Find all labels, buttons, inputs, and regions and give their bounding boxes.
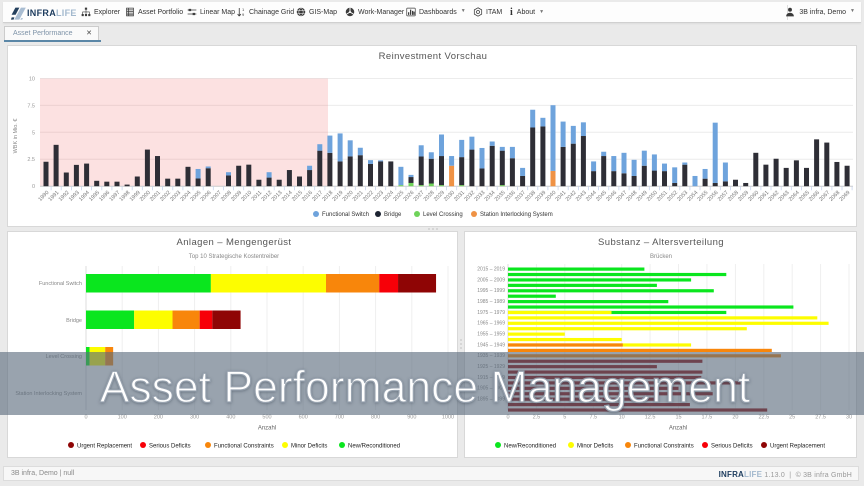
- svg-text:1985 – 1989: 1985 – 1989: [477, 299, 505, 305]
- svg-text:500: 500: [262, 415, 271, 421]
- svg-text:2.5: 2.5: [533, 415, 541, 421]
- svg-text:0: 0: [32, 184, 35, 190]
- svg-text:20: 20: [732, 415, 738, 421]
- svg-text:5: 5: [563, 415, 566, 421]
- svg-text:200: 200: [154, 415, 163, 421]
- svg-text:7.5: 7.5: [589, 415, 597, 421]
- svg-text:1000: 1000: [442, 415, 454, 421]
- svg-text:600: 600: [299, 415, 308, 421]
- svg-text:2041: 2041: [555, 190, 568, 203]
- svg-text:Anlagen – Mengengerüst: Anlagen – Mengengerüst: [177, 237, 292, 248]
- svg-text:1998: 1998: [119, 190, 132, 203]
- svg-text:1993: 1993: [68, 190, 81, 203]
- svg-text:1996: 1996: [98, 190, 111, 203]
- svg-text:10: 10: [29, 77, 35, 83]
- svg-text:700: 700: [335, 415, 344, 421]
- svg-text:2018: 2018: [321, 190, 334, 203]
- svg-text:2001: 2001: [149, 190, 162, 203]
- svg-text:5: 5: [32, 130, 35, 136]
- svg-text:2.5: 2.5: [27, 157, 35, 163]
- svg-text:Serious Deficits: Serious Deficits: [149, 444, 191, 450]
- svg-text:12.5: 12.5: [645, 415, 656, 421]
- svg-text:2026: 2026: [403, 190, 416, 203]
- svg-text:2013: 2013: [271, 190, 284, 203]
- svg-text:WBK in Mio. €: WBK in Mio. €: [13, 119, 19, 154]
- svg-text:Anzahl: Anzahl: [258, 426, 276, 432]
- svg-text:2068: 2068: [828, 190, 841, 203]
- svg-text:Brücken: Brücken: [650, 254, 672, 260]
- svg-text:2038: 2038: [524, 190, 537, 203]
- svg-text:27.5: 27.5: [815, 415, 826, 421]
- svg-text:1965 – 1969: 1965 – 1969: [477, 321, 505, 327]
- svg-text:Minor Deficits: Minor Deficits: [577, 444, 613, 450]
- svg-text:30: 30: [846, 415, 852, 421]
- svg-text:New/Reconditioned: New/Reconditioned: [504, 444, 556, 450]
- svg-text:2066: 2066: [808, 190, 821, 203]
- svg-text:0: 0: [84, 415, 87, 421]
- svg-text:Top 10 Strategische Kostentrei: Top 10 Strategische Kostentreiber: [189, 254, 279, 260]
- svg-text:2036: 2036: [504, 190, 517, 203]
- svg-text:Functional Switch: Functional Switch: [322, 212, 369, 218]
- svg-text:15: 15: [675, 415, 681, 421]
- svg-text:Urgent Replacement: Urgent Replacement: [77, 444, 132, 450]
- svg-text:400: 400: [226, 415, 235, 421]
- svg-text:Bridge: Bridge: [66, 318, 82, 324]
- svg-text:New/Reconditioned: New/Reconditioned: [348, 444, 400, 450]
- svg-text:2015 – 2019: 2015 – 2019: [477, 267, 505, 273]
- svg-text:2046: 2046: [605, 190, 618, 203]
- svg-text:800: 800: [371, 415, 380, 421]
- svg-text:1945 – 1949: 1945 – 1949: [477, 342, 505, 348]
- svg-text:2058: 2058: [727, 190, 740, 203]
- svg-text:1995 – 1999: 1995 – 1999: [477, 288, 505, 294]
- svg-text:25: 25: [789, 415, 795, 421]
- svg-text:Reinvestment Vorschau: Reinvestment Vorschau: [379, 51, 488, 62]
- svg-text:2063: 2063: [778, 190, 791, 203]
- svg-text:2053: 2053: [676, 190, 689, 203]
- svg-text:2056: 2056: [707, 190, 720, 203]
- svg-text:Anzahl: Anzahl: [669, 426, 687, 432]
- svg-text:17.5: 17.5: [702, 415, 713, 421]
- svg-text:2021: 2021: [352, 190, 365, 203]
- svg-text:Level Crossing: Level Crossing: [423, 212, 463, 218]
- svg-text:10: 10: [619, 415, 625, 421]
- svg-text:Functional Switch: Functional Switch: [39, 281, 82, 287]
- svg-text:0: 0: [506, 415, 509, 421]
- svg-text:9: 9: [242, 12, 245, 17]
- svg-text:900: 900: [407, 415, 416, 421]
- svg-text:Bridge: Bridge: [384, 212, 402, 218]
- svg-text:Serious Deficits: Serious Deficits: [711, 444, 753, 450]
- svg-text:Functional Constraints: Functional Constraints: [214, 444, 274, 450]
- svg-text:1975 – 1979: 1975 – 1979: [477, 310, 505, 316]
- svg-text:2061: 2061: [757, 190, 770, 203]
- svg-text:2051: 2051: [656, 190, 669, 203]
- svg-text:2048: 2048: [626, 190, 639, 203]
- svg-text:300: 300: [190, 415, 199, 421]
- svg-text:2003: 2003: [169, 190, 182, 203]
- svg-text:7.5: 7.5: [27, 103, 35, 109]
- svg-text:Minor Deficits: Minor Deficits: [291, 444, 327, 450]
- svg-text:2031: 2031: [453, 190, 466, 203]
- svg-text:Functional Constraints: Functional Constraints: [634, 444, 694, 450]
- svg-text:Urgent Replacement: Urgent Replacement: [770, 444, 825, 450]
- svg-text:2023: 2023: [372, 190, 385, 203]
- svg-text:2028: 2028: [423, 190, 436, 203]
- svg-text:2006: 2006: [200, 190, 213, 203]
- svg-text:2033: 2033: [474, 190, 487, 203]
- svg-text:2005 – 2009: 2005 – 2009: [477, 277, 505, 283]
- svg-text:22.5: 22.5: [758, 415, 769, 421]
- svg-text:Station Interlocking System: Station Interlocking System: [480, 212, 553, 218]
- svg-text:1: 1: [242, 7, 245, 12]
- svg-text:2008: 2008: [220, 190, 233, 203]
- svg-text:1955 – 1959: 1955 – 1959: [477, 332, 505, 338]
- svg-text:2069: 2069: [839, 190, 852, 203]
- svg-text:100: 100: [118, 415, 127, 421]
- svg-text:2016: 2016: [301, 190, 314, 203]
- svg-text:Substanz – Altersverteilung: Substanz – Altersverteilung: [598, 237, 724, 248]
- svg-text:2043: 2043: [575, 190, 588, 203]
- svg-text:1991: 1991: [48, 190, 61, 203]
